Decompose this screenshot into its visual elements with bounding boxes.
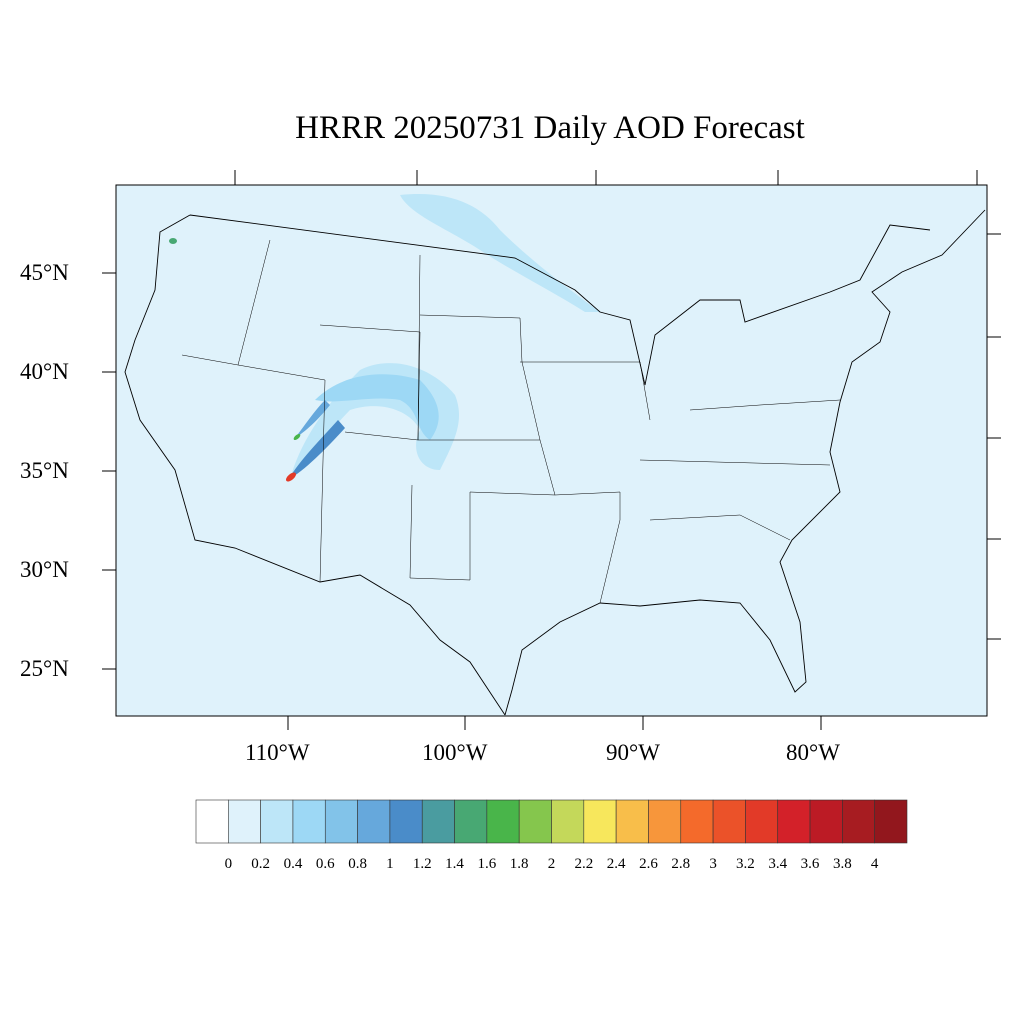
colorbar-label: 2.8: [671, 856, 691, 872]
map-frame: [115, 184, 988, 717]
lat-label: 25°N: [20, 656, 69, 681]
lat-label: 30°N: [20, 557, 69, 582]
colorbar-label: 2.4: [606, 856, 626, 872]
colorbar-label: 3.2: [736, 856, 755, 872]
colorbar-box: [486, 799, 520, 844]
colorbar-box: [648, 799, 682, 844]
hotspot-washington: [169, 238, 177, 244]
colorbar-label: 3.8: [832, 856, 852, 872]
colorbar-box: [228, 799, 261, 844]
colorbar-label: 0.6: [315, 856, 335, 872]
hotspot-utah: [286, 472, 296, 482]
colorbar-label: 0.2: [251, 856, 270, 872]
lon-label: 100°W: [422, 740, 488, 765]
state-boundaries: [181, 239, 841, 604]
colorbar-box: [583, 799, 617, 844]
colorbar-box: [809, 799, 843, 844]
colorbar-label: 3: [709, 856, 717, 872]
colorbar-label: 0.8: [348, 856, 367, 872]
colorbar-box: [777, 799, 811, 844]
axis-ticks: [102, 170, 1001, 730]
colorbar-label: 2: [547, 856, 556, 872]
colorbar: [195, 799, 908, 844]
colorbar-label: 2.2: [574, 856, 594, 872]
aod-plumes: [169, 194, 600, 482]
plume-north: [400, 194, 600, 312]
colorbar-label: 1.6: [477, 856, 497, 872]
us-outline: [124, 209, 986, 716]
colorbar-label: 1.2: [412, 856, 432, 872]
colorbar-label: 2.6: [639, 856, 658, 872]
colorbar-box: [842, 799, 875, 844]
colorbar-label: 4: [870, 856, 879, 872]
colorbar-label: 0.4: [283, 856, 303, 872]
plume-core-2: [295, 400, 330, 438]
map-background: [116, 185, 987, 716]
colorbar-label: 1.8: [509, 856, 529, 872]
colorbar-box: [195, 799, 229, 844]
colorbar-box: [745, 799, 779, 844]
hotspot-utah-2: [293, 434, 301, 440]
colorbar-box: [712, 799, 746, 844]
colorbar-box: [260, 799, 294, 844]
plume-central-inner: [315, 374, 439, 440]
colorbar-box: [357, 799, 391, 844]
colorbar-box: [615, 799, 649, 844]
colorbar-box: [324, 799, 358, 844]
colorbar-box: [454, 799, 488, 844]
lon-label: 90°W: [606, 740, 660, 765]
colorbar-label: 1: [386, 856, 394, 872]
colorbar-box: [680, 799, 714, 844]
lon-label: 80°W: [786, 740, 840, 765]
plume-core-1: [288, 420, 345, 480]
colorbar-box: [421, 799, 455, 844]
colorbar-label: 1.4: [445, 856, 464, 872]
colorbar-box: [518, 799, 552, 844]
colorbar-label: 3.4: [768, 856, 788, 872]
colorbar-box: [292, 799, 326, 844]
lat-label: 35°N: [20, 458, 69, 483]
colorbar-label: 3.6: [800, 856, 820, 872]
colorbar-box: [389, 799, 423, 844]
colorbar-box: [551, 799, 585, 844]
lon-label: 110°W: [245, 740, 310, 765]
lat-label: 40°N: [20, 359, 69, 384]
colorbar-box: [874, 799, 908, 844]
chart-title: HRRR 20250731 Daily AOD Forecast: [295, 110, 805, 146]
colorbar-label: 0: [224, 856, 233, 872]
lat-label: 45°N: [20, 260, 69, 285]
